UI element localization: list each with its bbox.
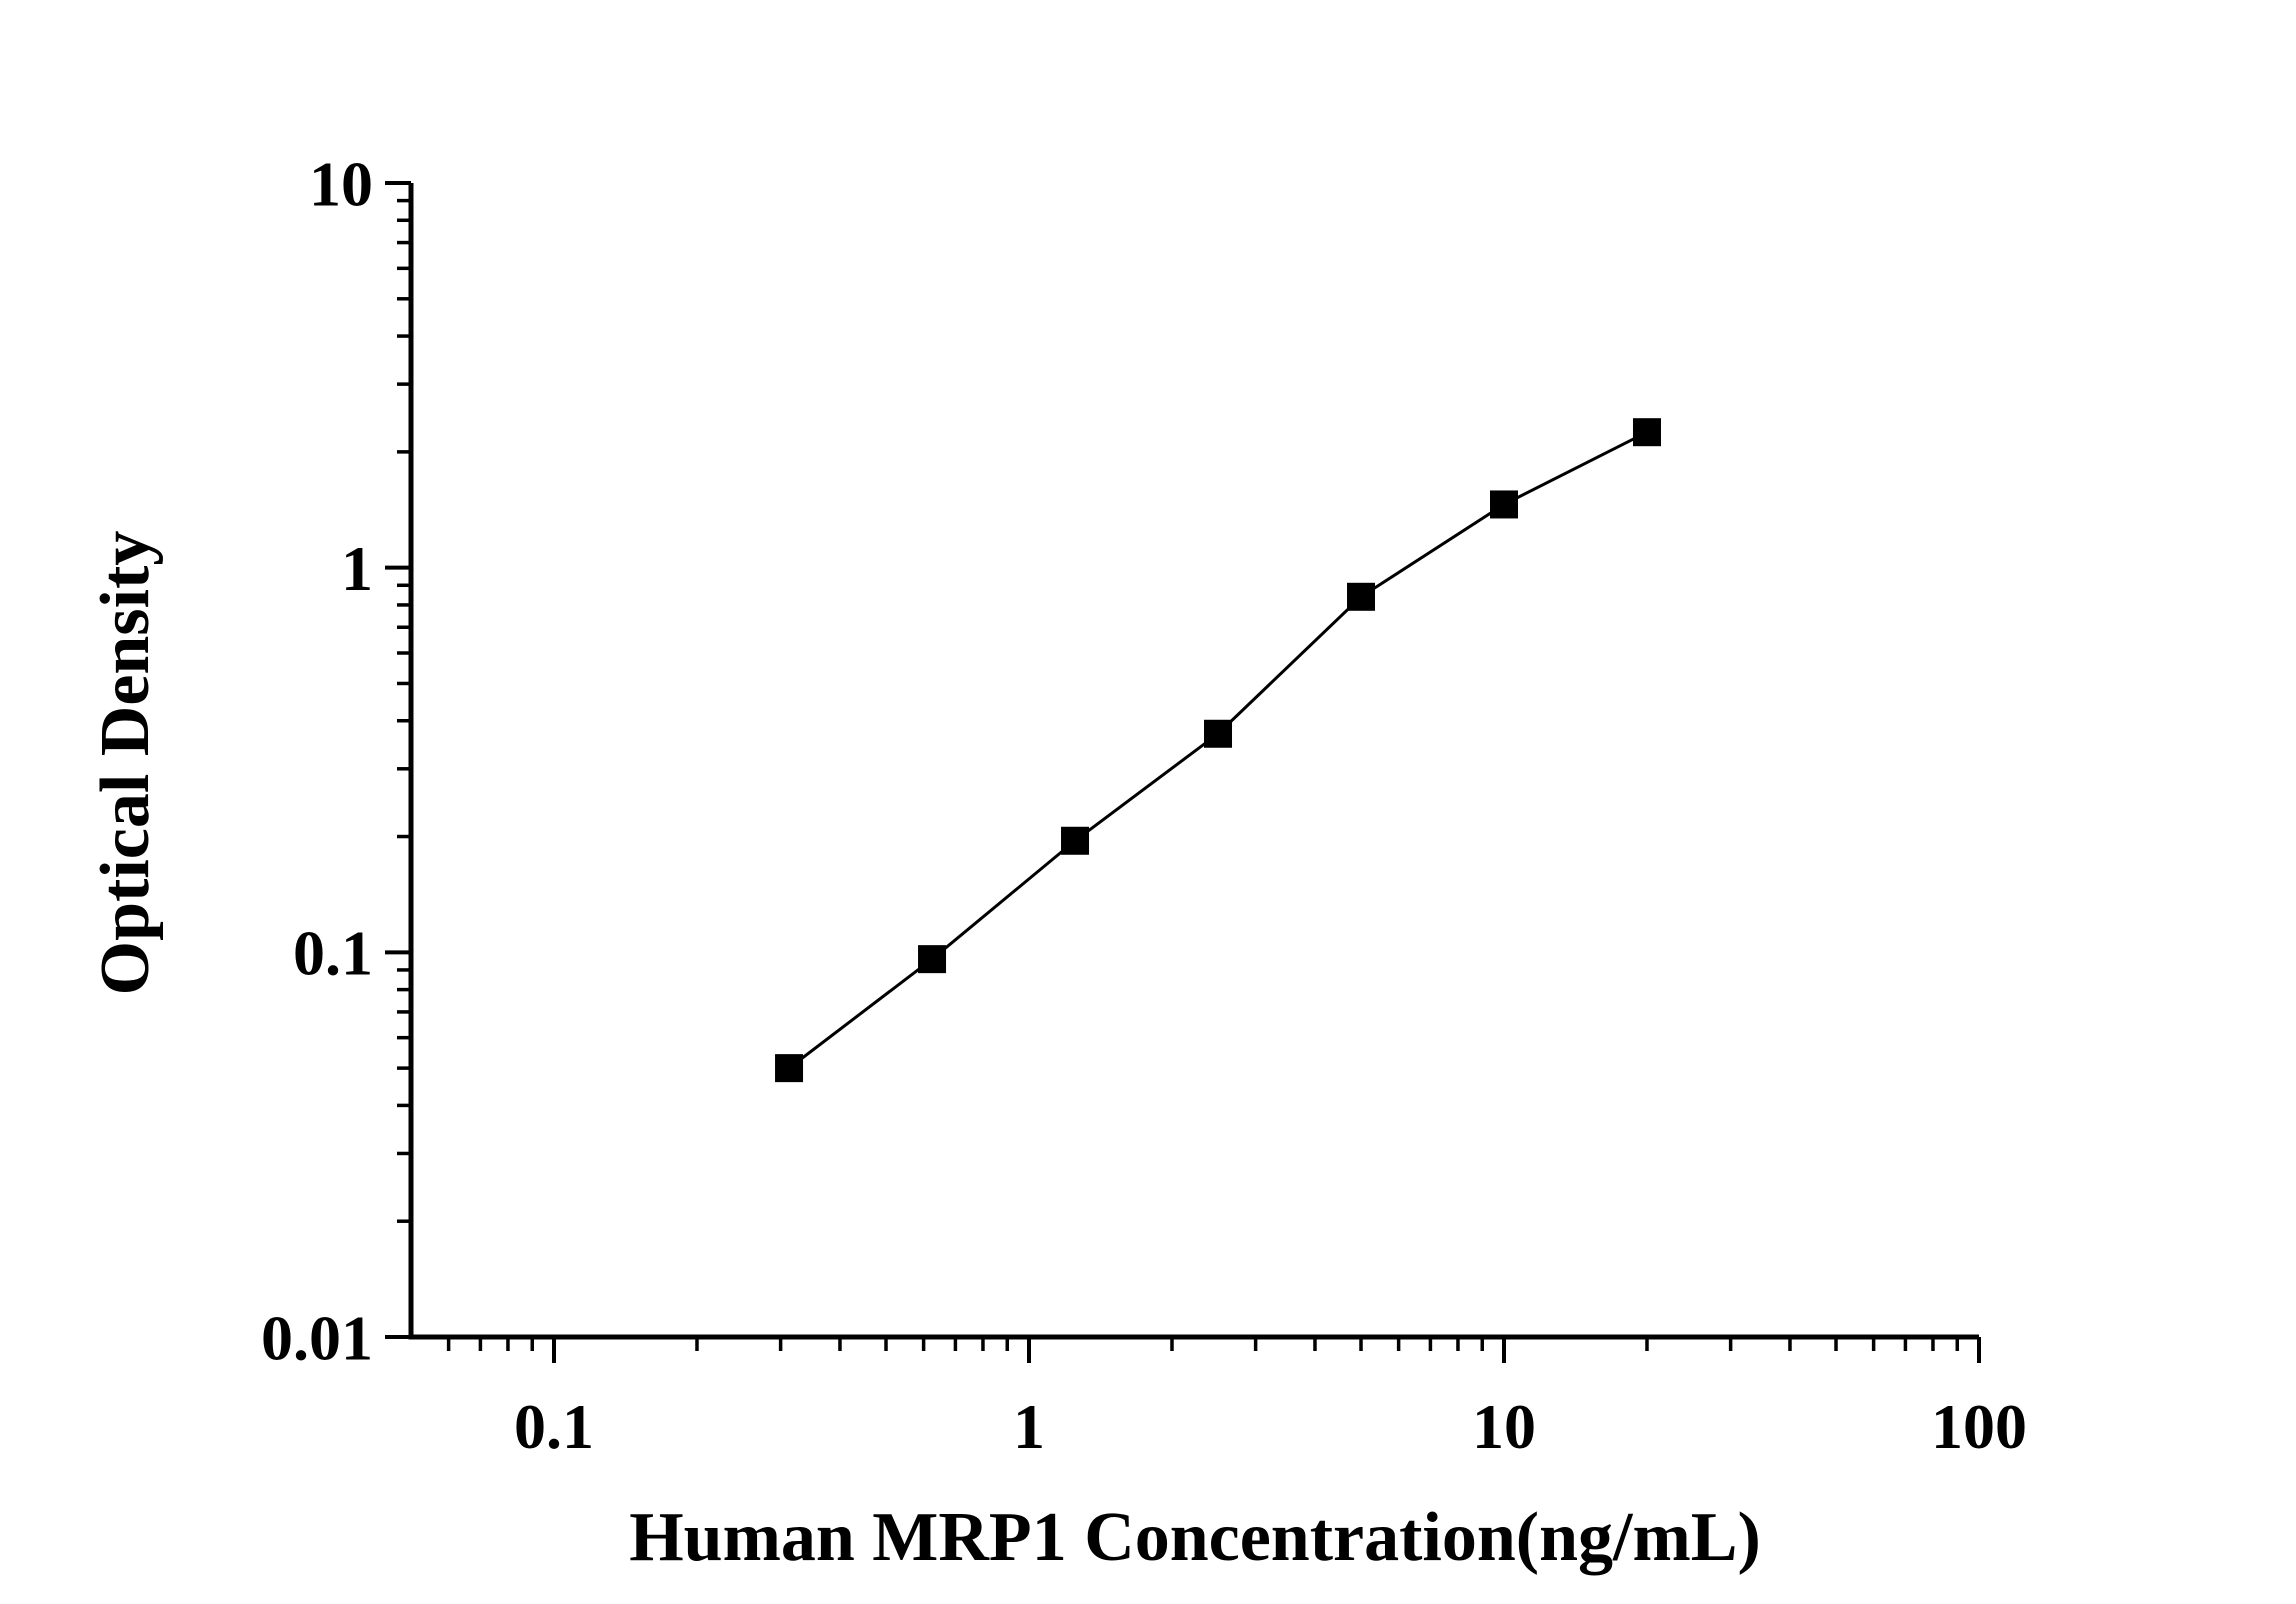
- x-axis-title: Human MRP1 Concentration(ng/mL): [629, 1499, 1761, 1576]
- series-line: [788, 430, 1648, 1070]
- y-tick-label: 1: [341, 533, 373, 604]
- data-point-marker: [1489, 490, 1518, 519]
- axis-spines: [408, 183, 1979, 1340]
- data-point-marker: [775, 1054, 804, 1083]
- x-tick-label: 1: [1013, 1391, 1045, 1462]
- data-point-marker: [1632, 418, 1661, 447]
- data-point-marker: [1061, 826, 1090, 855]
- x-tick-label: 100: [1931, 1391, 2027, 1462]
- y-tick-label: 0.1: [293, 918, 373, 989]
- x-tick-label: 0.1: [514, 1391, 594, 1462]
- x-tick-label: 10: [1472, 1391, 1536, 1462]
- data-point-marker: [918, 945, 947, 974]
- data-point-marker: [1204, 719, 1233, 748]
- data-point-marker: [1347, 582, 1376, 611]
- series-layer: [775, 418, 1661, 1083]
- y-tick-label: 0.01: [261, 1302, 373, 1373]
- y-tick-label: 10: [309, 148, 373, 219]
- axes-layer: 0.1 1 10 100 0.01 0.1 1 10: [261, 148, 2027, 1462]
- y-axis-title: Optical Density: [87, 531, 164, 996]
